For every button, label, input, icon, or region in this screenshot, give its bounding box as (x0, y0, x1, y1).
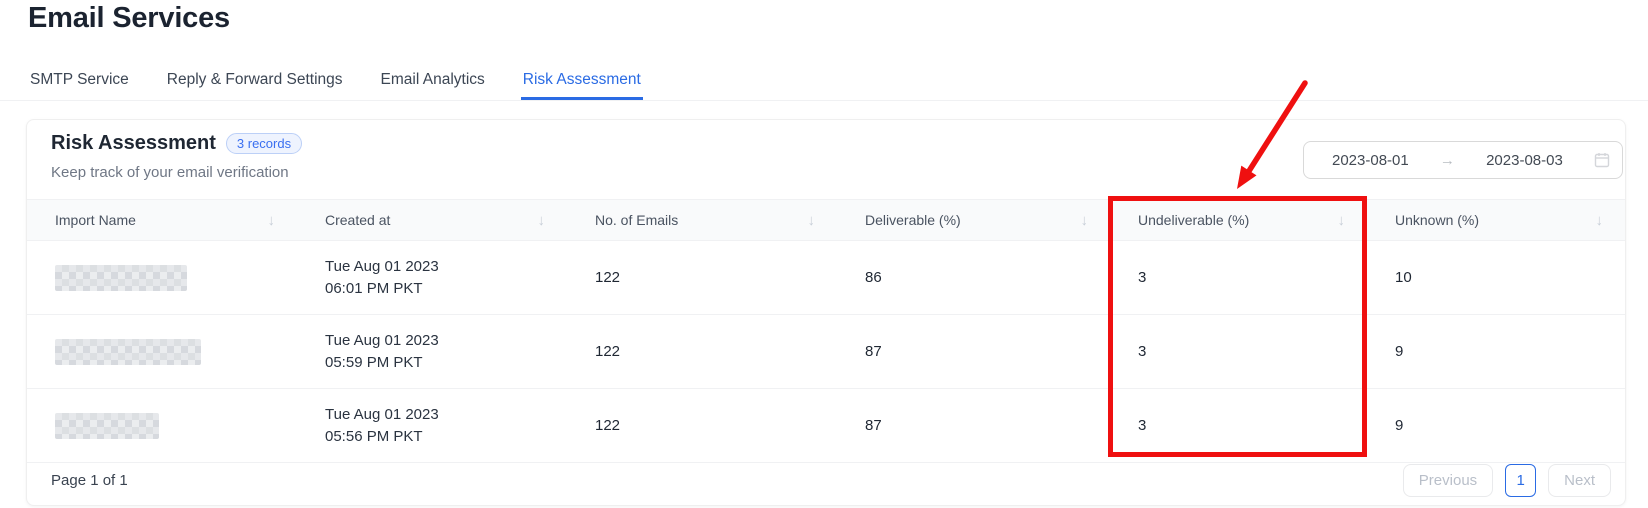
calendar-icon (1594, 152, 1610, 168)
tab-reply-forward-settings[interactable]: Reply & Forward Settings (166, 70, 343, 88)
cell-undeliverable: 3 (1110, 314, 1367, 389)
pagination-bar: Page 1 of 1 Previous 1 Next (27, 456, 1625, 505)
sort-icon[interactable]: ↓ (1337, 211, 1346, 229)
tab-risk-assessment[interactable]: Risk Assessment (520, 60, 643, 100)
column-header-import-name: Import Name ↓ (27, 199, 297, 241)
table-row: Tue Aug 01 2023 05:59 PM PKT 122 87 3 9 (27, 314, 1625, 389)
cell-undeliverable: 3 (1110, 388, 1367, 463)
panel-header: Risk Assessment 3 records Keep track of … (27, 120, 1625, 199)
column-header-undeliverable: Undeliverable (%) ↓ (1110, 199, 1367, 241)
column-header-no-of-emails: No. of Emails ↓ (567, 199, 837, 241)
date-range-picker[interactable]: 2023-08-01 → 2023-08-03 (1303, 141, 1623, 179)
end-date-value[interactable]: 2023-08-03 (1486, 151, 1563, 169)
previous-page-button[interactable]: Previous (1402, 464, 1494, 497)
cell-unknown: 9 (1367, 388, 1625, 463)
cell-no-of-emails: 122 (567, 240, 837, 315)
risk-assessment-panel: Risk Assessment 3 records Keep track of … (26, 119, 1626, 506)
range-arrow-icon: → (1439, 151, 1455, 169)
start-date-value[interactable]: 2023-08-01 (1332, 151, 1409, 169)
records-count-badge: 3 records (225, 133, 303, 154)
tab-smtp-service[interactable]: SMTP Service (30, 70, 129, 88)
tab-bar: SMTP Service Reply & Forward Settings Em… (0, 60, 1648, 101)
page-title: Email Services (28, 2, 230, 34)
sort-icon[interactable]: ↓ (537, 211, 546, 229)
panel-title: Risk Assessment (51, 132, 216, 154)
sort-icon[interactable]: ↓ (267, 211, 276, 229)
column-header-unknown: Unknown (%) ↓ (1367, 199, 1625, 241)
cell-no-of-emails: 122 (567, 388, 837, 463)
sort-icon[interactable]: ↓ (1595, 211, 1604, 229)
cell-undeliverable: 3 (1110, 240, 1367, 315)
redacted-import-name (55, 412, 159, 439)
cell-import-name (27, 314, 297, 389)
cell-unknown: 9 (1367, 314, 1625, 389)
redacted-import-name (55, 338, 201, 365)
cell-created-at: Tue Aug 01 2023 05:56 PM PKT (297, 388, 567, 463)
cell-deliverable: 86 (837, 240, 1110, 315)
table-header-row: Import Name ↓ Created at ↓ No. of Emails ↓ … (27, 199, 1625, 241)
next-page-button[interactable]: Next (1548, 464, 1611, 497)
redacted-import-name (55, 264, 187, 291)
cell-created-at: Tue Aug 01 2023 06:01 PM PKT (297, 240, 567, 315)
column-header-created-at: Created at ↓ (297, 199, 567, 241)
table-row: Tue Aug 01 2023 05:56 PM PKT 122 87 3 9 (27, 388, 1625, 463)
cell-no-of-emails: 122 (567, 314, 837, 389)
cell-created-at: Tue Aug 01 2023 05:59 PM PKT (297, 314, 567, 389)
table-row: Tue Aug 01 2023 06:01 PM PKT 122 86 3 10 (27, 240, 1625, 315)
cell-deliverable: 87 (837, 314, 1110, 389)
tab-email-analytics[interactable]: Email Analytics (380, 70, 485, 88)
cell-unknown: 10 (1367, 240, 1625, 315)
column-header-deliverable: Deliverable (%) ↓ (837, 199, 1110, 241)
panel-subtitle: Keep track of your email verification (51, 164, 289, 181)
page-status: Page 1 of 1 (51, 472, 128, 489)
cell-import-name (27, 240, 297, 315)
risk-assessment-table: Import Name ↓ Created at ↓ No. of Emails ↓ … (27, 199, 1625, 463)
sort-icon[interactable]: ↓ (807, 211, 816, 229)
sort-icon[interactable]: ↓ (1080, 211, 1089, 229)
cell-deliverable: 87 (837, 388, 1110, 463)
page-number-button[interactable]: 1 (1505, 464, 1537, 497)
cell-import-name (27, 388, 297, 463)
